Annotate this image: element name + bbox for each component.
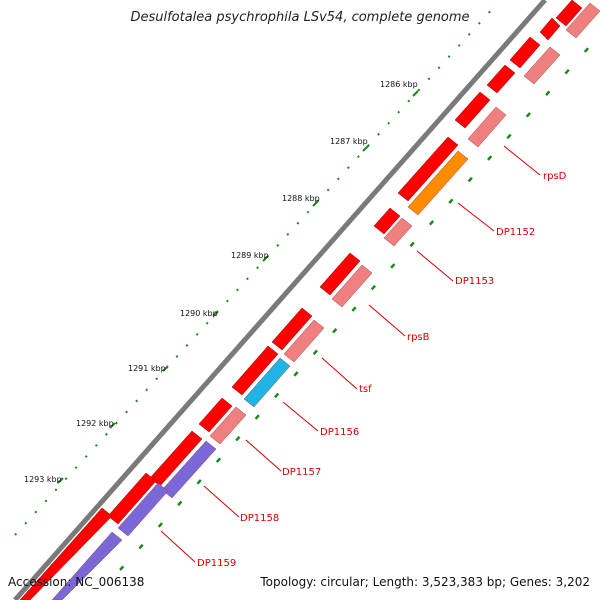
inner-scale-dots — [119, 34, 600, 571]
outer-scale-dots — [14, 5, 496, 536]
gene-label-tsf: tsf — [359, 384, 372, 395]
forward-gene — [373, 207, 401, 235]
gene-label-rpsb: rpsB — [407, 332, 430, 343]
reverse-gene-dp1156 — [243, 357, 291, 408]
reverse-strand-genes — [51, 2, 600, 600]
forward-gene — [486, 64, 516, 94]
gene-label-dp1152: DP1152 — [496, 227, 535, 238]
gene-label-rpsd: rpsD — [543, 171, 567, 182]
reverse-gene — [523, 46, 561, 85]
forward-gene — [149, 430, 203, 487]
kbp-label-1286: 1286 kbp — [380, 80, 418, 89]
gene-label-dp1153: DP1153 — [455, 276, 494, 287]
gene-label-dp1158: DP1158 — [240, 513, 279, 524]
forward-gene — [454, 91, 491, 129]
forward-gene — [539, 17, 561, 41]
kbp-label-1293: 1293 kbp — [24, 475, 62, 484]
reverse-gene-dp1158 — [161, 440, 217, 499]
forward-gene — [107, 472, 157, 525]
genome-summary-text: Topology: circular; Length: 3,523,383 bp… — [260, 575, 590, 589]
kbp-label-1288: 1288 kbp — [282, 194, 320, 203]
reverse-gene — [565, 2, 600, 39]
kbp-label-1289: 1289 kbp — [231, 251, 269, 260]
gene-label-dp1157: DP1157 — [282, 467, 321, 478]
map-title: Desulfotalea psychrophila LSv54, complet… — [130, 10, 470, 25]
reverse-gene — [51, 531, 123, 600]
gene-label-dp1159: DP1159 — [197, 558, 236, 569]
forward-gene — [198, 397, 233, 433]
reverse-gene-dp1159 — [117, 482, 169, 537]
reverse-gene-rpsb — [331, 264, 373, 308]
accession-text: Accession: NC_006138 — [8, 575, 145, 589]
reverse-gene-dp1157 — [209, 406, 247, 445]
forward-gene — [319, 252, 361, 296]
kbp-label-1291: 1291 kbp — [128, 364, 166, 373]
kbp-label-1290: 1290 kbp — [180, 309, 218, 318]
reverse-gene — [467, 106, 507, 148]
forward-strand-genes — [19, 0, 583, 600]
kbp-ticks — [57, 90, 419, 484]
reverse-gene-dp1152 — [407, 150, 469, 216]
forward-gene — [19, 507, 113, 600]
gene-callouts — [160, 145, 541, 563]
reverse-gene-tsf — [283, 319, 325, 363]
genome-backbone — [13, 0, 547, 600]
forward-gene — [397, 136, 459, 202]
gene-labels: rpsD DP1152 DP1153 rpsB tsf DP1156 DP115… — [197, 171, 567, 569]
reverse-gene-dp1153 — [383, 217, 413, 247]
forward-gene — [271, 307, 313, 351]
forward-gene — [231, 345, 279, 396]
kbp-labels: 1286 kbp 1287 kbp 1288 kbp 1289 kbp 1290… — [24, 80, 418, 484]
kbp-label-1292: 1292 kbp — [76, 419, 114, 428]
gene-label-dp1156: DP1156 — [320, 427, 359, 438]
kbp-label-1287: 1287 kbp — [330, 137, 368, 146]
forward-gene — [555, 0, 583, 27]
forward-gene — [509, 36, 541, 69]
